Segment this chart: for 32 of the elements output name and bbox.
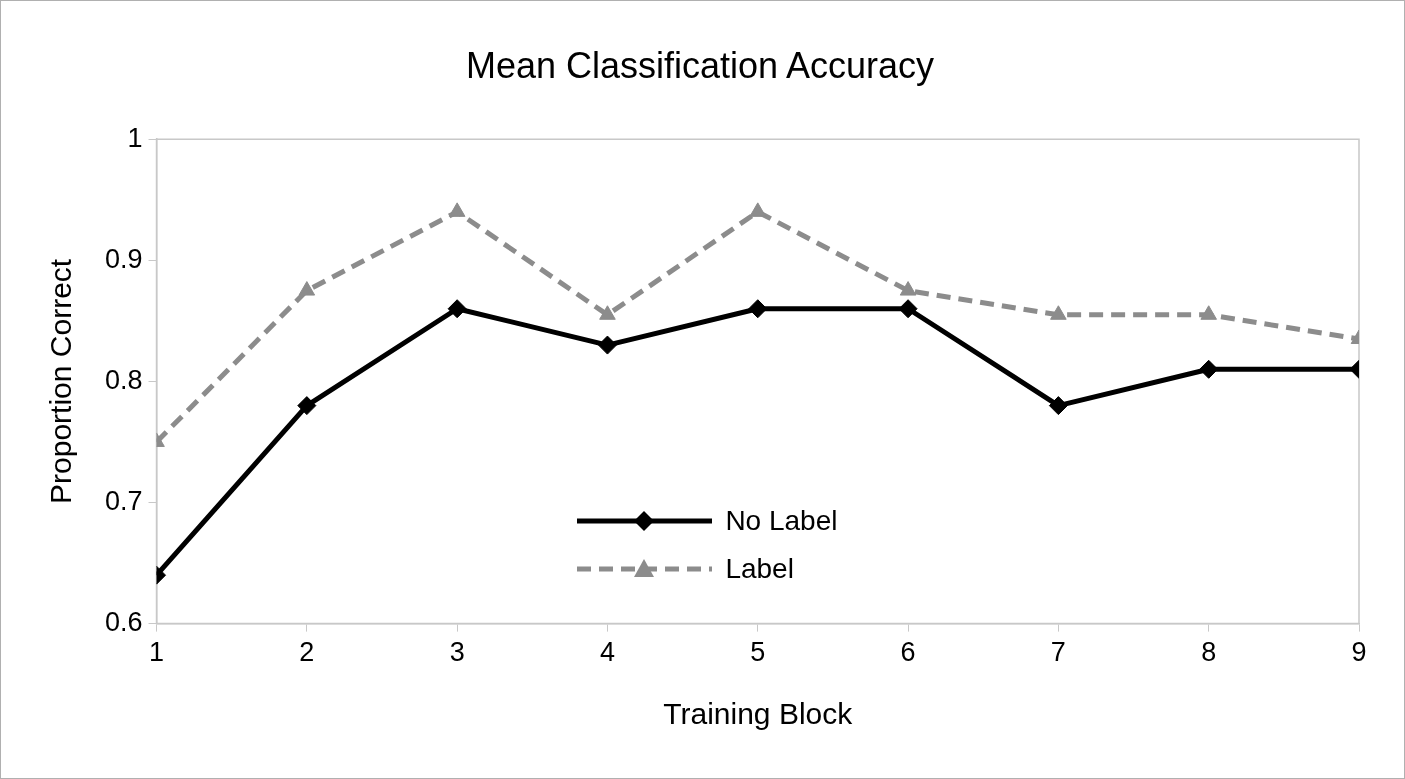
x-tick-label: 4 [599, 637, 615, 668]
y-tick-label: 0.9 [104, 243, 143, 274]
x-tick-label: 9 [1351, 637, 1367, 668]
point [1199, 359, 1219, 379]
point [1200, 305, 1217, 320]
point [899, 281, 917, 296]
y-tick-label: 0.6 [104, 607, 143, 638]
point [447, 299, 467, 319]
point [448, 202, 466, 217]
point [298, 281, 316, 296]
point [748, 299, 768, 319]
point [1050, 305, 1067, 320]
y-tick-label: 1 [127, 122, 143, 153]
x-tick-label: 5 [750, 637, 766, 668]
point [898, 299, 918, 319]
x-tick-label: 7 [1050, 637, 1066, 668]
legend-label: Label [725, 552, 794, 585]
x-tick-label: 3 [449, 637, 465, 668]
chart-title: Mean Classification Accuracy [465, 44, 935, 86]
x-tick-label: 2 [299, 637, 315, 668]
x-tick-label: 8 [1201, 637, 1217, 668]
x-tick-label: 6 [900, 637, 916, 668]
y-tick-label: 0.7 [104, 485, 143, 516]
x-axis-title: Training Block [663, 697, 854, 731]
point [597, 335, 617, 355]
x-tick-label: 1 [149, 637, 165, 668]
point [1048, 396, 1068, 416]
point [599, 305, 616, 320]
y-axis-title: Proportion Correct [44, 258, 78, 504]
legend-label: No Label [725, 504, 838, 537]
y-tick-label: 0.8 [104, 364, 143, 395]
point [297, 396, 317, 416]
